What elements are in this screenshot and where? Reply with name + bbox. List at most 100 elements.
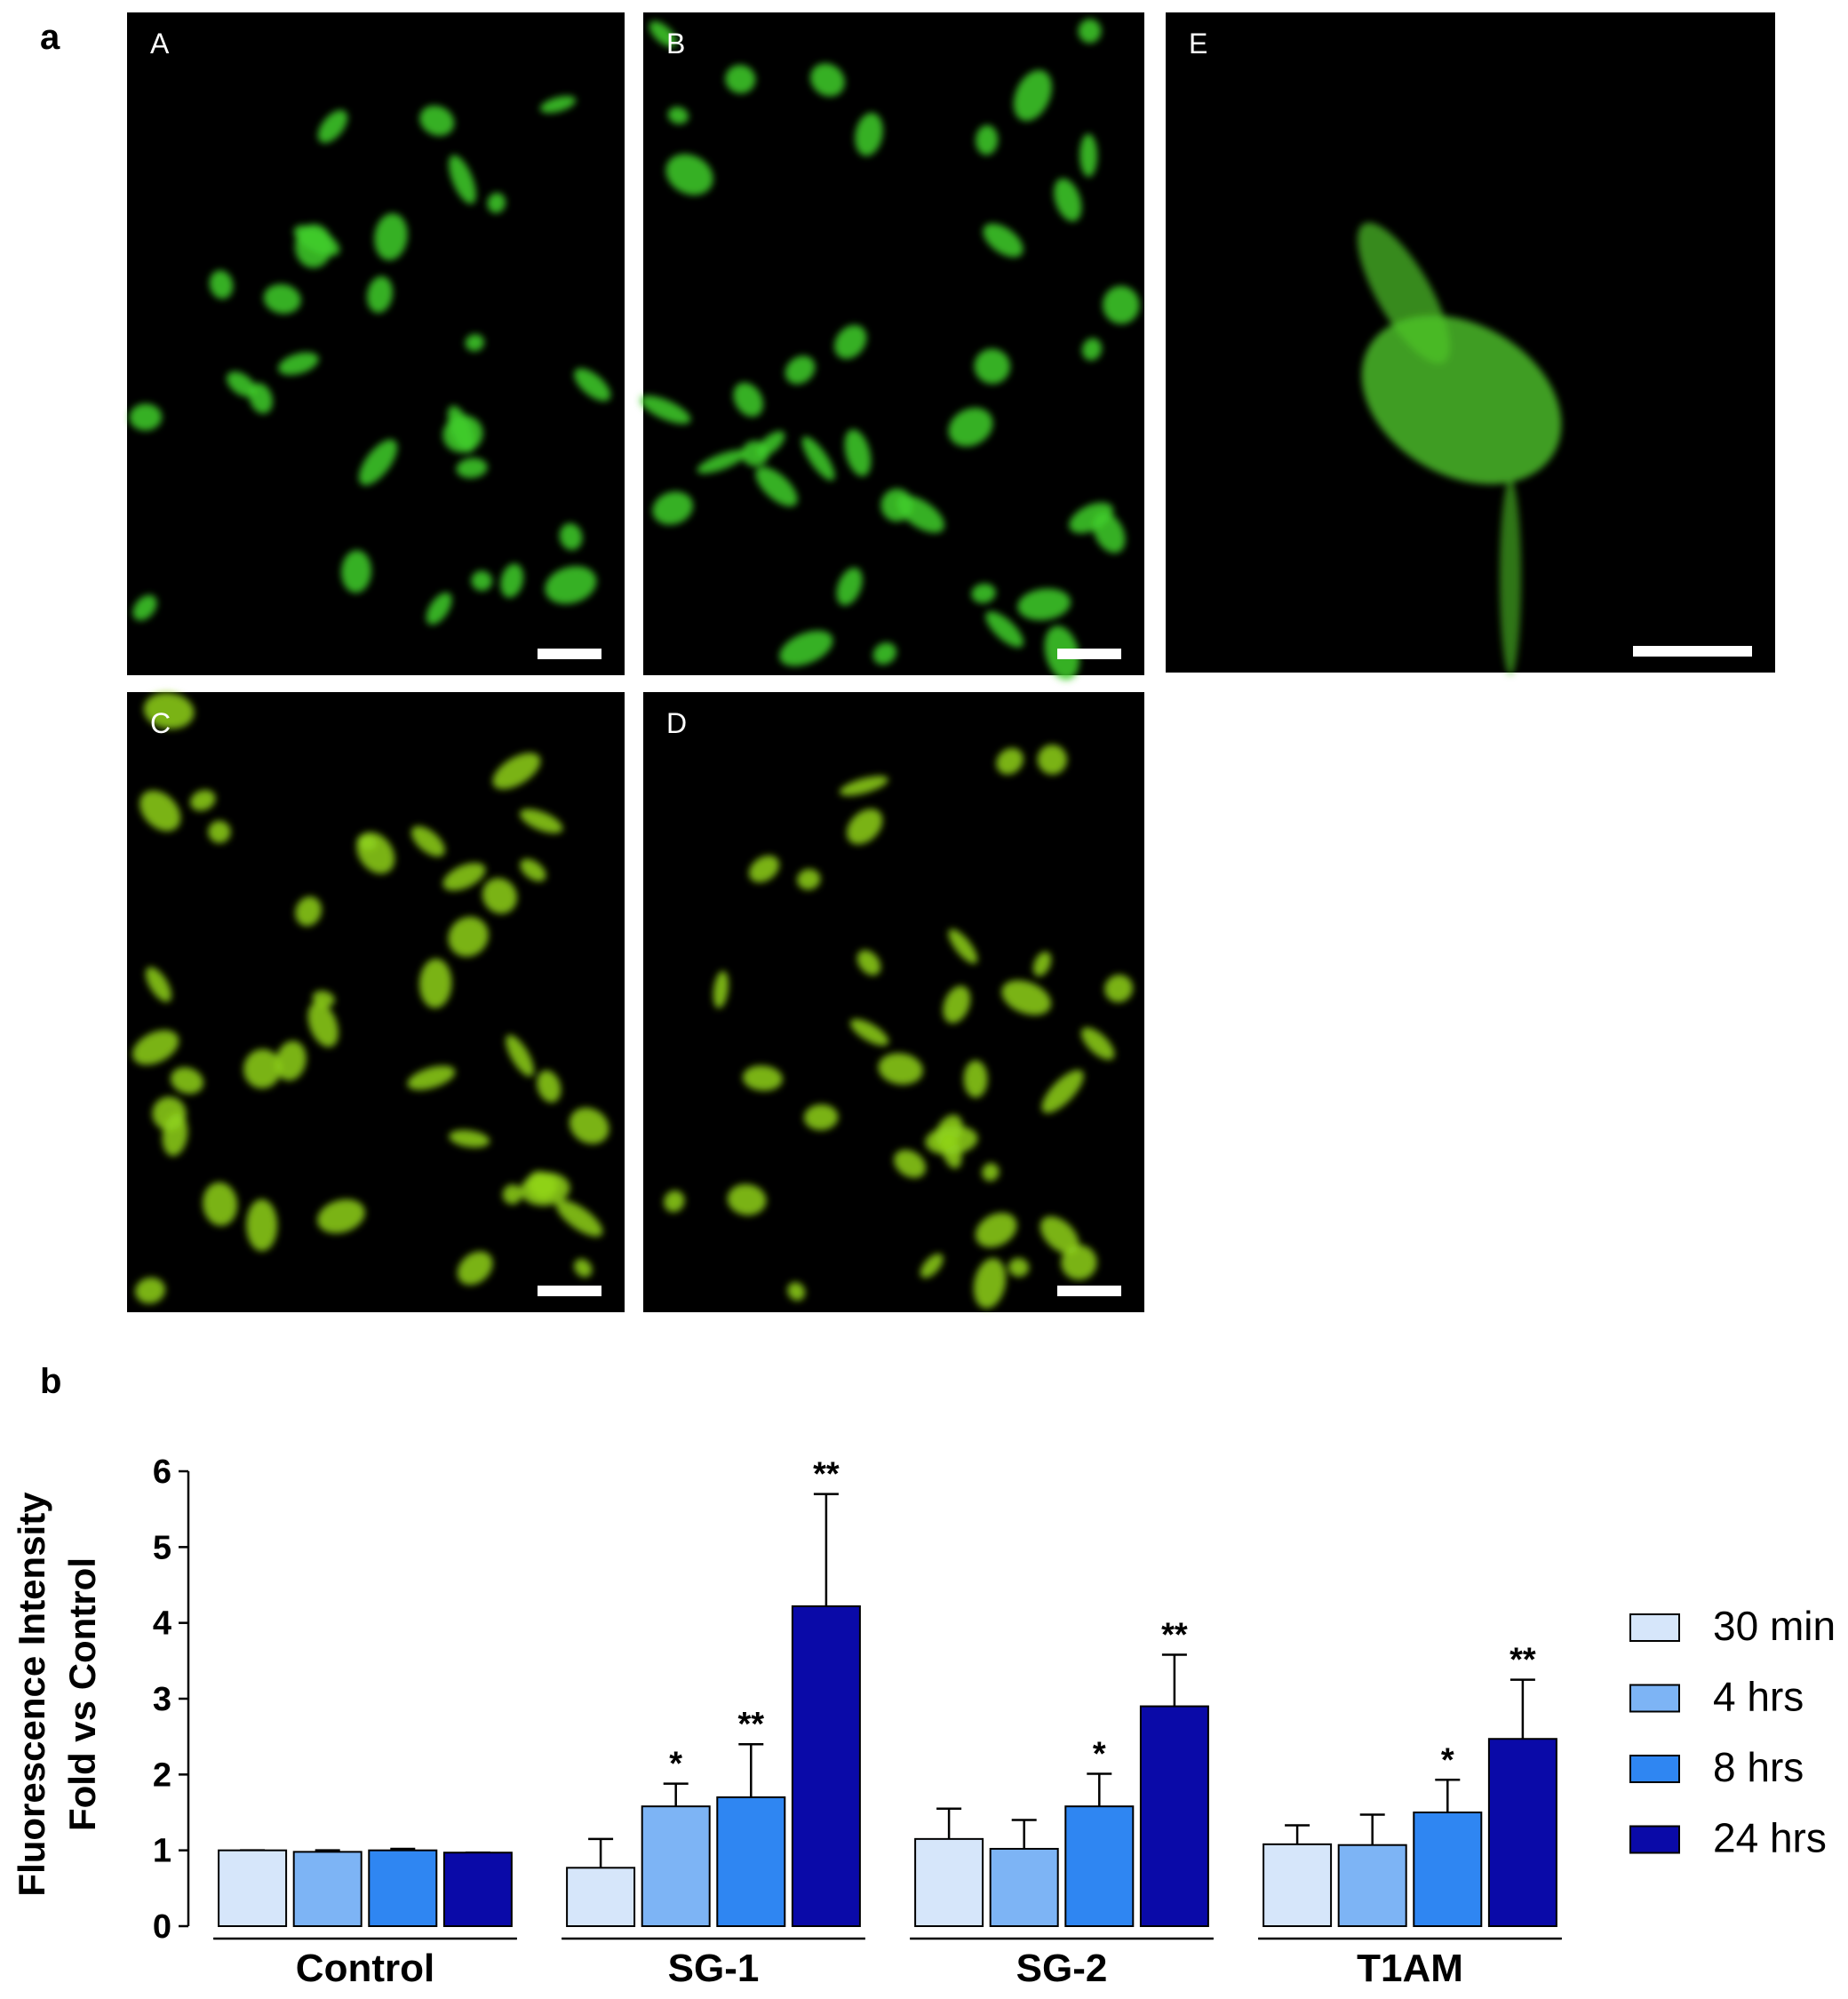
cell bbox=[203, 1182, 238, 1226]
cell bbox=[132, 1030, 179, 1065]
cell bbox=[697, 450, 747, 474]
micrograph bbox=[127, 692, 625, 1312]
cell bbox=[278, 352, 319, 376]
cell bbox=[520, 858, 546, 882]
cell bbox=[725, 65, 756, 94]
cell bbox=[948, 408, 993, 447]
cell bbox=[492, 753, 541, 790]
cell bbox=[227, 371, 257, 397]
cell bbox=[139, 790, 181, 832]
legend-label: 24 hrs bbox=[1713, 1815, 1827, 1861]
micrograph bbox=[643, 12, 1144, 675]
legend-swatch bbox=[1629, 1825, 1680, 1854]
cells bbox=[132, 692, 609, 1304]
y-tick-label: 3 bbox=[153, 1681, 171, 1718]
y-tick-label: 4 bbox=[153, 1605, 171, 1643]
y-tick-label: 0 bbox=[153, 1908, 171, 1946]
cell bbox=[810, 63, 845, 97]
image-label: A bbox=[150, 28, 170, 60]
image-label: E bbox=[1189, 28, 1207, 60]
cell bbox=[1017, 588, 1071, 621]
cell bbox=[132, 594, 157, 621]
cell bbox=[982, 1163, 1000, 1182]
cells bbox=[129, 96, 611, 625]
cell bbox=[145, 967, 171, 1002]
cell bbox=[713, 970, 729, 1008]
cell bbox=[844, 429, 872, 477]
cell bbox=[317, 1199, 365, 1234]
significance-label: ** bbox=[738, 1706, 765, 1743]
cell bbox=[839, 776, 888, 796]
cell bbox=[556, 1199, 603, 1237]
legend-swatch bbox=[1629, 1755, 1680, 1783]
cell bbox=[465, 334, 484, 352]
cell bbox=[1040, 1216, 1079, 1254]
cell bbox=[880, 489, 913, 522]
cell bbox=[920, 1254, 944, 1278]
cell bbox=[129, 403, 163, 431]
legend-label: 30 min bbox=[1713, 1603, 1836, 1649]
y-axis-label: Fold vs Control bbox=[61, 1557, 103, 1831]
cell bbox=[803, 1104, 839, 1131]
cell bbox=[872, 642, 897, 665]
cell bbox=[143, 692, 195, 729]
micrographs: A B C D E bbox=[127, 12, 1775, 1312]
cell bbox=[665, 154, 713, 195]
cells bbox=[640, 19, 1140, 681]
cell bbox=[649, 20, 677, 47]
cell bbox=[652, 491, 693, 525]
bar bbox=[641, 1805, 711, 1927]
bar bbox=[1487, 1738, 1557, 1928]
cell bbox=[1093, 512, 1126, 554]
cells bbox=[1358, 222, 1562, 675]
cell bbox=[456, 458, 488, 479]
cell bbox=[996, 747, 1024, 775]
cell bbox=[502, 1184, 522, 1205]
cell bbox=[741, 441, 769, 466]
cell bbox=[407, 1065, 456, 1090]
cell bbox=[442, 863, 486, 891]
cell bbox=[209, 270, 234, 299]
cell bbox=[208, 820, 231, 843]
cell bbox=[943, 985, 971, 1023]
cell bbox=[667, 107, 689, 124]
panel-label: b bbox=[40, 1362, 61, 1401]
cell bbox=[295, 224, 332, 268]
significance-label: ** bbox=[1509, 1642, 1536, 1679]
cell bbox=[975, 1213, 1017, 1247]
cell bbox=[506, 1034, 535, 1077]
cell bbox=[797, 869, 821, 890]
cell bbox=[1104, 975, 1134, 1003]
cell bbox=[779, 630, 833, 666]
bar bbox=[1337, 1844, 1407, 1928]
cell bbox=[537, 1070, 562, 1103]
y-tick-label: 1 bbox=[153, 1833, 171, 1870]
bar bbox=[1413, 1812, 1483, 1927]
significance-label: ** bbox=[813, 1456, 840, 1493]
bar bbox=[292, 1851, 362, 1927]
image-label: D bbox=[666, 707, 687, 739]
cell bbox=[471, 570, 493, 592]
cell bbox=[1054, 178, 1082, 222]
y-tick-label: 2 bbox=[153, 1756, 171, 1794]
y-axis-label: Fluorescence Intensity bbox=[11, 1492, 52, 1897]
cell bbox=[1061, 1245, 1097, 1280]
bar bbox=[368, 1849, 438, 1928]
image-label: C bbox=[150, 707, 171, 739]
cell bbox=[755, 466, 798, 506]
cell bbox=[847, 808, 883, 845]
bar bbox=[1263, 1843, 1333, 1928]
cell bbox=[1103, 285, 1140, 324]
cell bbox=[574, 1258, 593, 1278]
cell bbox=[1361, 315, 1562, 484]
cell bbox=[246, 1199, 278, 1252]
cell bbox=[836, 567, 863, 606]
cell bbox=[190, 790, 216, 811]
cell bbox=[974, 348, 1010, 385]
cell bbox=[894, 1150, 927, 1178]
x-tick-label: SG-1 bbox=[668, 1947, 760, 1990]
significance-label: * bbox=[1441, 1741, 1454, 1779]
cell bbox=[787, 1282, 806, 1301]
y-tick-label: 6 bbox=[153, 1453, 171, 1491]
